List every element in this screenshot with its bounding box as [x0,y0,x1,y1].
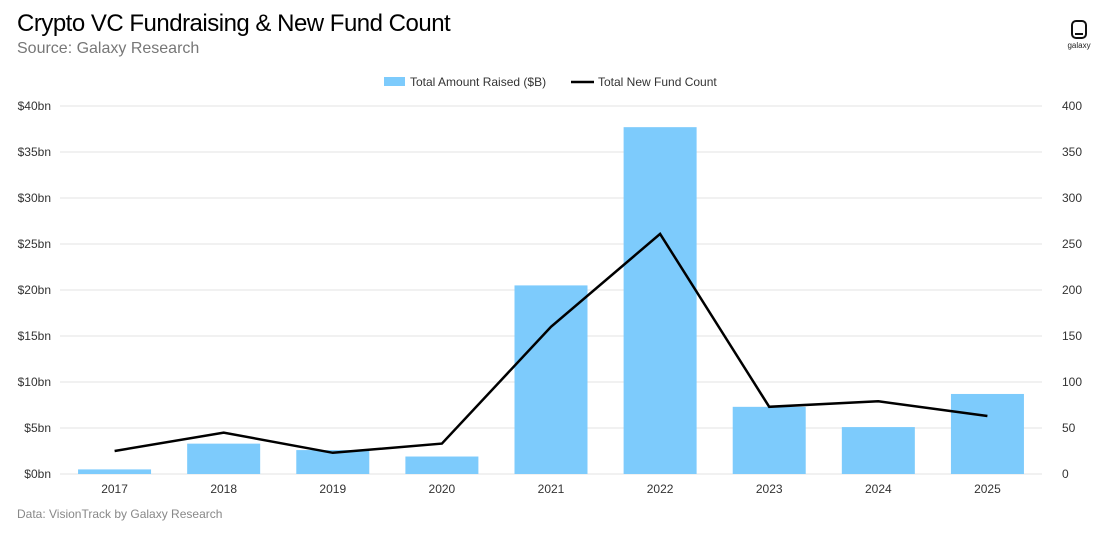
y-left-tick-label: $15bn [18,329,51,343]
y-right-tick-label: 100 [1062,375,1082,389]
x-tick-label: 2024 [865,482,892,496]
x-tick-label: 2017 [101,482,128,496]
bar-2022 [623,127,697,474]
x-tick-label: 2023 [756,482,783,496]
y-left-tick-label: $35bn [18,145,51,159]
y-right-tick-label: 350 [1062,145,1082,159]
bar-2023 [732,406,806,474]
x-tick-label: 2022 [647,482,674,496]
y-left-tick-label: $5bn [24,421,51,435]
x-tick-label: 2025 [974,482,1001,496]
y-left-tick-label: $30bn [18,191,51,205]
legend-bar-label: Total Amount Raised ($B) [410,75,546,89]
bar-2020 [405,456,479,474]
bar-2024 [841,427,915,474]
y-left-tick-label: $25bn [18,237,51,251]
bar-2019 [296,450,370,474]
bar-2018 [187,443,261,474]
chart-subtitle: Source: Galaxy Research [17,40,200,57]
y-left-tick-label: $0bn [24,467,51,481]
x-tick-label: 2021 [538,482,565,496]
chart-title: Crypto VC Fundraising & New Fund Count [17,10,451,37]
y-left-tick-label: $10bn [18,375,51,389]
logo-text: galaxy [1067,41,1091,50]
y-left-tick-label: $40bn [18,99,51,113]
x-tick-label: 2018 [210,482,237,496]
data-source-footer: Data: VisionTrack by Galaxy Research [17,507,223,521]
bar-2025 [950,393,1024,474]
legend-line-label: Total New Fund Count [598,75,717,89]
bar-2021 [514,285,588,474]
galaxy-logo-icon [1071,20,1087,39]
legend-bar-swatch [384,77,405,86]
x-tick-label: 2019 [319,482,346,496]
y-left-tick-label: $20bn [18,283,51,297]
bar-2017 [78,469,152,474]
y-right-tick-label: 0 [1062,467,1069,481]
galaxy-logo: galaxy [1062,20,1096,50]
y-right-tick-label: 150 [1062,329,1082,343]
y-right-tick-label: 200 [1062,283,1082,297]
y-right-tick-label: 400 [1062,99,1082,113]
y-right-tick-label: 50 [1062,421,1076,435]
y-right-tick-label: 250 [1062,237,1082,251]
y-right-tick-label: 300 [1062,191,1082,205]
x-tick-label: 2020 [429,482,456,496]
